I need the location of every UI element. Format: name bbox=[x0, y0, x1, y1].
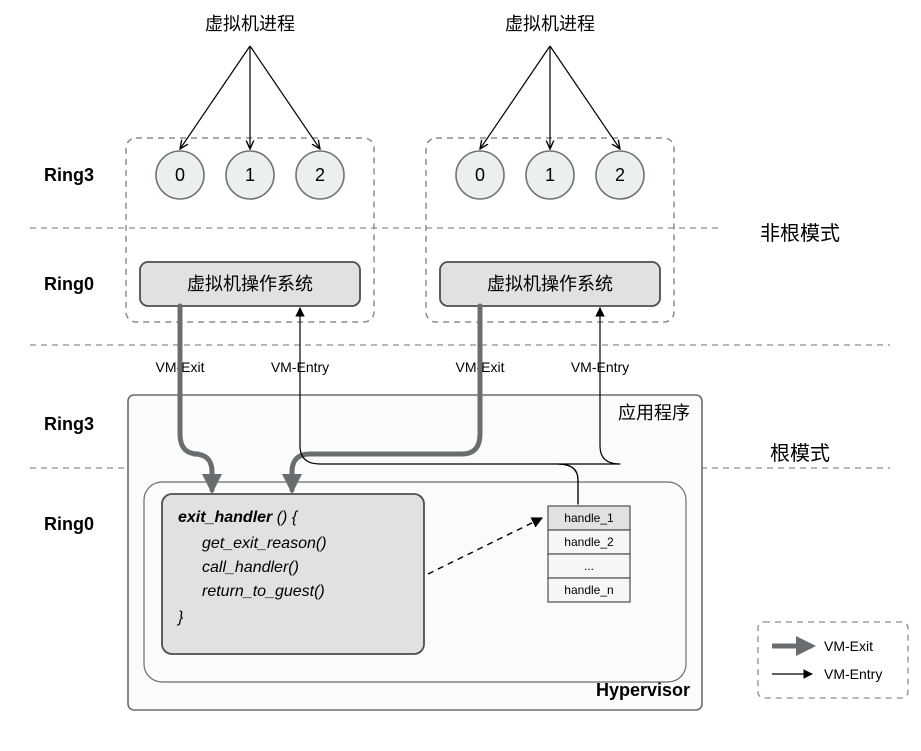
handle-row: handle_1 bbox=[564, 511, 614, 525]
code-line: return_to_guest() bbox=[202, 583, 325, 600]
vm-process-label-left: 虚拟机进程 bbox=[205, 14, 295, 34]
ring0-label-top: Ring0 bbox=[44, 274, 94, 294]
vm-process-num: 0 bbox=[475, 165, 485, 185]
ring3-label-top: Ring3 bbox=[44, 165, 94, 185]
root-mode-label: 根模式 bbox=[770, 442, 830, 465]
handle-row: ... bbox=[584, 559, 594, 573]
code-line: call_handler() bbox=[202, 559, 299, 576]
code-fn: exit_handler () { bbox=[178, 509, 299, 526]
app-program-label: 应用程序 bbox=[618, 403, 690, 423]
code-line: } bbox=[176, 609, 184, 626]
handle-row: handle_n bbox=[564, 583, 613, 597]
vm-process-num: 2 bbox=[615, 165, 625, 185]
ring3-label-bottom: Ring3 bbox=[44, 414, 94, 434]
vm-process-num: 2 bbox=[315, 165, 325, 185]
vm-process-label-right: 虚拟机进程 bbox=[505, 14, 595, 34]
ring0-label-bottom: Ring0 bbox=[44, 514, 94, 534]
handle-row: handle_2 bbox=[564, 535, 614, 549]
vm-os-label: 虚拟机操作系统 bbox=[187, 274, 313, 294]
vm-process-num: 1 bbox=[245, 165, 255, 185]
non-root-mode-label: 非根模式 bbox=[760, 222, 840, 245]
legend-vm-entry: VM-Entry bbox=[824, 666, 882, 682]
vm-process-num: 1 bbox=[545, 165, 555, 185]
vm-process-num: 0 bbox=[175, 165, 185, 185]
vm-os-label: 虚拟机操作系统 bbox=[487, 274, 613, 294]
legend-vm-exit: VM-Exit bbox=[824, 638, 873, 654]
code-line: get_exit_reason() bbox=[202, 535, 327, 552]
hypervisor-label: Hypervisor bbox=[596, 680, 690, 700]
